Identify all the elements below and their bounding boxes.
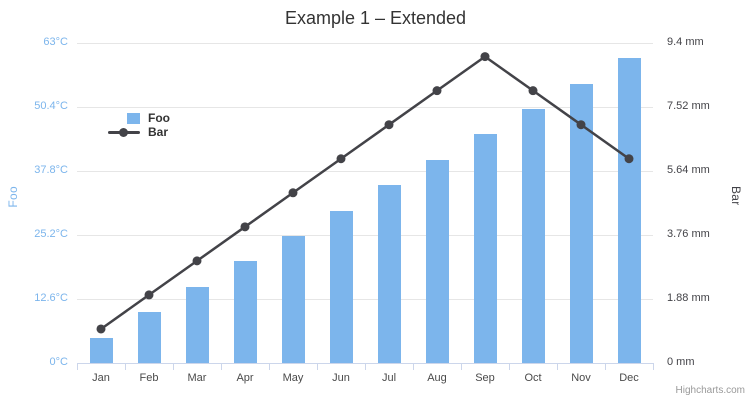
chart-title: Example 1 – Extended: [284, 8, 467, 28]
left-axis-tick-label: 12.6°C: [34, 292, 68, 304]
bar-aug[interactable]: [425, 159, 449, 363]
x-axis-label-apr: Apr: [236, 372, 254, 384]
x-axis-tick: [605, 363, 606, 370]
x-axis-label-jun: Jun: [332, 372, 350, 384]
left-axis-tick-label: 37.8°C: [34, 164, 68, 176]
right-axis-tick-label: 3.76 mm: [667, 228, 710, 240]
gridline: [77, 42, 653, 44]
line-point-nov[interactable]: [576, 120, 586, 130]
bar-jun[interactable]: [329, 210, 353, 363]
left-axis-tick-label: 0°C: [49, 356, 68, 368]
bar-feb[interactable]: [137, 312, 161, 363]
left-axis-title: Foo: [6, 186, 20, 208]
x-axis-label-may: May: [282, 372, 304, 384]
bar-may[interactable]: [281, 236, 305, 363]
right-axis-tick-label: 5.64 mm: [667, 164, 710, 176]
line-point-jun[interactable]: [336, 154, 346, 164]
line-point-mar[interactable]: [192, 256, 202, 266]
x-axis-tick: [317, 363, 318, 370]
right-axis-tick-label: 9.4 mm: [667, 36, 704, 48]
legend-item-foo[interactable]: Foo: [96, 111, 170, 125]
line-point-jul[interactable]: [384, 120, 394, 130]
line-point-aug[interactable]: [432, 86, 442, 96]
x-axis-label-oct: Oct: [524, 372, 542, 384]
x-axis-tick: [173, 363, 174, 370]
x-axis-tick: [461, 363, 462, 370]
bar-apr[interactable]: [233, 261, 257, 363]
right-axis-tick-label: 7.52 mm: [667, 100, 710, 112]
x-axis-tick: [125, 363, 126, 370]
left-axis-tick-label: 25.2°C: [34, 228, 68, 240]
x-axis-tick: [413, 363, 414, 370]
line-series-icon: [96, 125, 142, 139]
credits-link[interactable]: Highcharts.com: [675, 385, 745, 396]
right-axis-tick-label: 0 mm: [667, 356, 695, 368]
line-point-dec[interactable]: [624, 154, 634, 164]
legend-item-bar[interactable]: Bar: [96, 125, 170, 139]
bar-sep[interactable]: [473, 134, 497, 363]
x-axis-tick: [653, 363, 654, 370]
line-point-oct[interactable]: [528, 86, 538, 96]
x-axis-tick: [365, 363, 366, 370]
gridline: [77, 106, 653, 108]
x-axis-tick: [221, 363, 222, 370]
line-series: [96, 52, 634, 334]
x-axis-label-feb: Feb: [139, 372, 159, 384]
x-axis-label-sep: Sep: [475, 372, 495, 384]
x-axis-tick: [77, 363, 78, 370]
x-axis-tick: [269, 363, 270, 370]
x-axis-label-aug: Aug: [427, 372, 447, 384]
left-axis-tick-label: 50.4°C: [34, 100, 68, 112]
x-axis-tick: [557, 363, 558, 370]
x-axis-label-jul: Jul: [381, 372, 397, 384]
right-axis-title: Bar: [729, 186, 743, 206]
right-axis-tick-label: 1.88 mm: [667, 292, 710, 304]
x-axis-label-jan: Jan: [92, 372, 110, 384]
gridline: [77, 298, 653, 300]
x-axis-label-mar: Mar: [187, 372, 207, 384]
x-axis-label-nov: Nov: [571, 372, 591, 384]
bar-nov[interactable]: [569, 83, 593, 363]
gridline: [77, 170, 653, 172]
line-point-apr[interactable]: [240, 222, 250, 232]
bar-dec[interactable]: [617, 58, 641, 363]
line-point-may[interactable]: [288, 188, 298, 198]
line-point-feb[interactable]: [144, 290, 154, 300]
x-axis-tick: [509, 363, 510, 370]
column-series-icon: [96, 111, 142, 125]
line-point-sep[interactable]: [480, 52, 490, 62]
gridline: [77, 234, 653, 236]
bar-oct[interactable]: [521, 109, 545, 363]
bar-jan[interactable]: [89, 337, 113, 363]
x-axis-label-dec: Dec: [619, 372, 639, 384]
legend-label: Foo: [148, 111, 170, 125]
bar-mar[interactable]: [185, 286, 209, 363]
legend: Foo Bar: [96, 111, 170, 139]
line-point-jan[interactable]: [96, 324, 106, 334]
bar-jul[interactable]: [377, 185, 401, 363]
line-series-path: [100, 55, 630, 330]
left-axis-tick-label: 63°C: [43, 36, 68, 48]
legend-label: Bar: [148, 125, 169, 139]
